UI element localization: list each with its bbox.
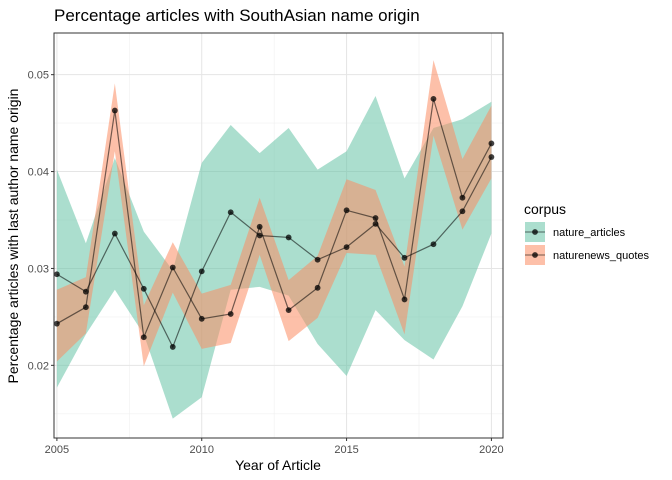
x-tick-label: 2020	[479, 444, 503, 456]
point-naturenews_quotes	[343, 207, 350, 214]
legend-label: nature_articles	[553, 227, 626, 239]
legend-label: naturenews_quotes	[553, 250, 650, 262]
y-tick-label: 0.05	[28, 70, 49, 82]
point-nature_articles	[372, 220, 379, 227]
y-tick-label: 0.02	[28, 360, 49, 372]
series-points	[53, 95, 495, 350]
line-nature_articles	[56, 156, 492, 349]
y-axis-ticks: 0.02 0.03 0.04 0.05	[28, 70, 54, 372]
point-naturenews_quotes	[314, 284, 321, 291]
point-nature_articles	[111, 230, 118, 237]
point-naturenews_quotes	[111, 107, 118, 114]
x-tick-label: 2010	[189, 444, 213, 456]
x-axis-ticks: 2005 2010 2015 2020	[45, 438, 504, 456]
point-naturenews_quotes	[401, 296, 408, 303]
x-tick-label: 2005	[45, 444, 69, 456]
point-nature_articles	[227, 209, 234, 216]
point-naturenews_quotes	[169, 264, 176, 271]
line-naturenews_quotes	[56, 98, 492, 340]
point-nature_articles	[82, 288, 89, 295]
confidence-ribbons	[56, 60, 492, 419]
point-nature_articles	[169, 344, 176, 350]
point-nature_articles	[53, 271, 60, 278]
plot-panel	[53, 32, 504, 439]
y-axis-label: Percentage articles with last author nam…	[5, 89, 21, 384]
x-axis-label: Year of Article	[235, 457, 321, 473]
panel-border	[53, 32, 504, 439]
series-lines	[56, 98, 492, 349]
legend-title: corpus	[524, 201, 566, 217]
point-naturenews_quotes	[285, 307, 292, 314]
point-nature_articles	[198, 268, 205, 275]
point-naturenews_quotes	[488, 140, 495, 147]
point-naturenews_quotes	[256, 223, 263, 230]
point-naturenews_quotes	[140, 334, 147, 341]
point-naturenews_quotes	[198, 315, 205, 322]
point-nature_articles	[488, 154, 495, 160]
point-nature_articles	[285, 234, 292, 241]
point-nature_articles	[401, 254, 408, 261]
legend-item-naturenews_quotes: naturenews_quotes	[525, 245, 650, 265]
point-nature_articles	[314, 256, 321, 263]
y-tick-label: 0.03	[28, 263, 49, 275]
legend-key-point	[532, 229, 538, 235]
point-nature_articles	[140, 285, 147, 292]
point-naturenews_quotes	[372, 215, 379, 221]
x-tick-label: 2015	[334, 444, 358, 456]
point-naturenews_quotes	[82, 304, 89, 311]
y-tick-label: 0.04	[28, 167, 49, 179]
point-nature_articles	[256, 232, 263, 239]
legend-item-nature_articles: nature_articles	[525, 222, 626, 242]
chart-title: Percentage articles with SouthAsian name…	[54, 6, 420, 25]
point-naturenews_quotes	[430, 95, 437, 102]
point-naturenews_quotes	[53, 320, 60, 327]
ribbon-naturenews_quotes	[56, 60, 492, 367]
point-naturenews_quotes	[459, 194, 466, 201]
point-nature_articles	[459, 208, 466, 215]
point-nature_articles	[343, 244, 350, 251]
legend-key-point	[532, 252, 538, 258]
legend-items: nature_articles naturenews_quotes	[525, 222, 650, 265]
legend: corpus nature_articles naturenews_quotes	[524, 201, 650, 265]
point-nature_articles	[430, 241, 437, 248]
point-naturenews_quotes	[227, 311, 234, 317]
